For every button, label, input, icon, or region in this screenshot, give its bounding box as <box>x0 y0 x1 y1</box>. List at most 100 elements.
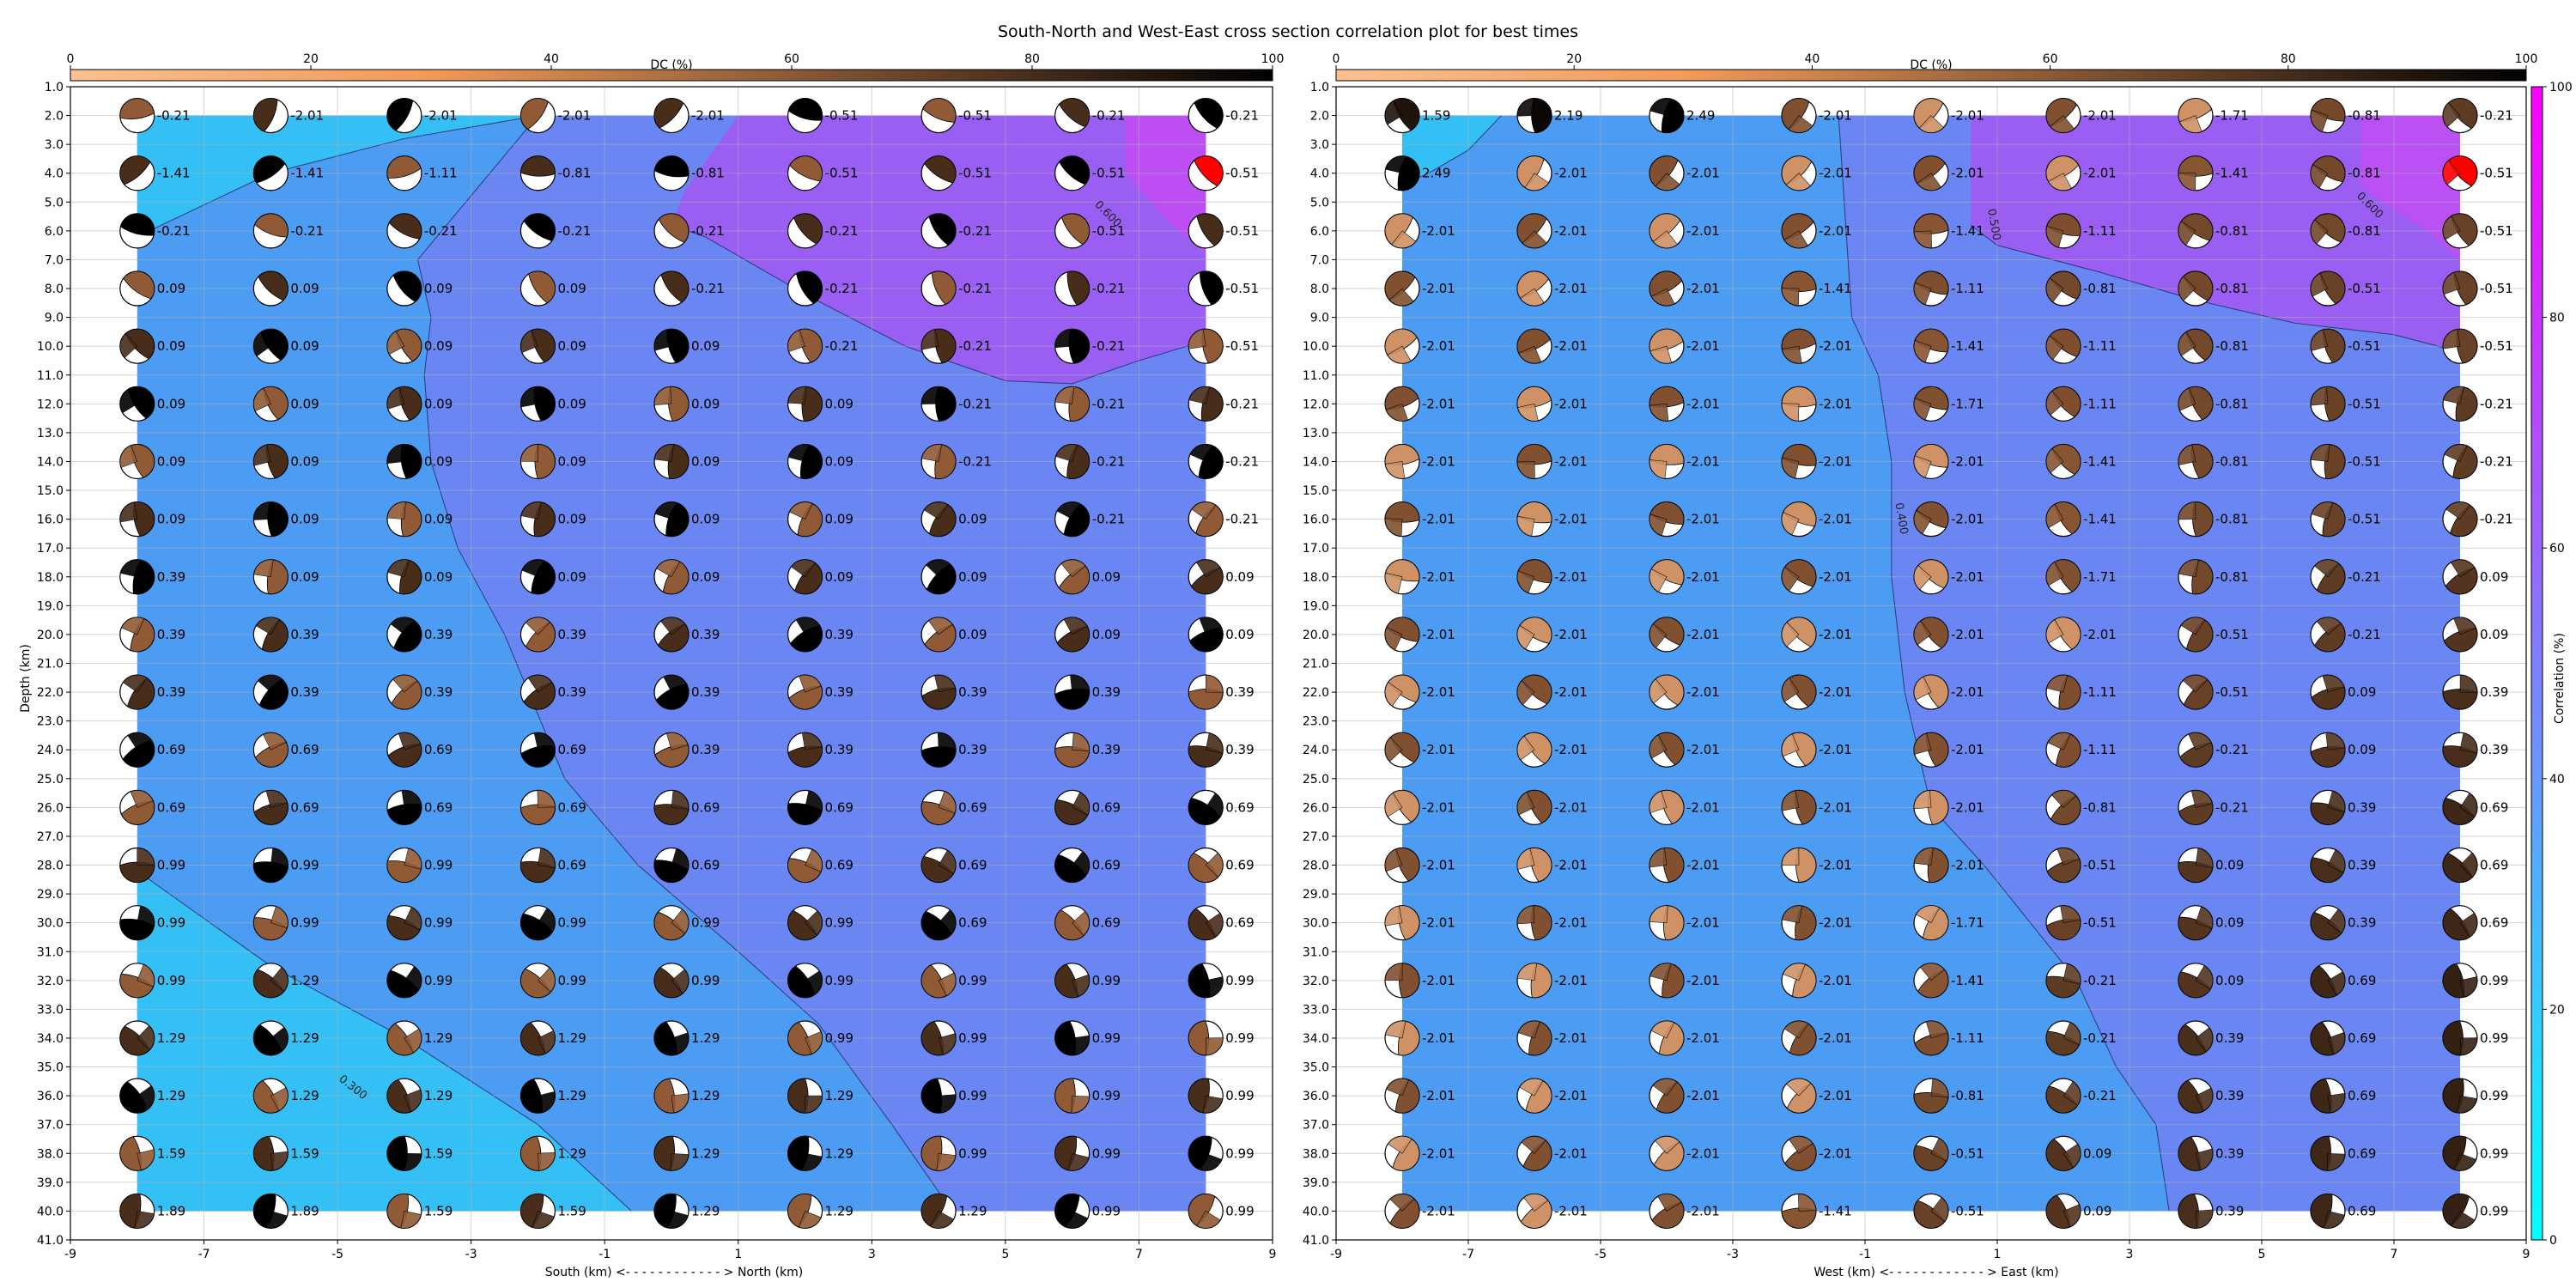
beachball-value: -2.01 <box>1422 281 1455 296</box>
beachball-quadrant <box>787 329 805 352</box>
beachball-value: 0.99 <box>424 973 453 988</box>
beachball <box>1913 847 1949 884</box>
beachball <box>1188 559 1224 595</box>
beachball <box>787 97 823 134</box>
beachball-quadrant <box>1054 1194 1080 1228</box>
beachball-quadrant <box>1913 398 1932 421</box>
beachball-quadrant <box>400 444 422 479</box>
beachball <box>119 1078 155 1114</box>
beachball-quadrant <box>253 98 278 132</box>
beachball-value: -2.01 <box>1951 684 1984 700</box>
beachball-value: 0.99 <box>1225 1203 1254 1218</box>
beachball <box>787 963 823 999</box>
beachball-quadrant <box>1791 732 1817 767</box>
beachball <box>1188 155 1224 191</box>
beachball-quadrant <box>1913 282 1932 306</box>
beachball-quadrant <box>2178 331 2196 356</box>
beachball-quadrant <box>791 559 816 578</box>
beachball <box>1913 617 1949 653</box>
beachball <box>519 617 556 653</box>
beachball-quadrant <box>795 617 821 635</box>
beachball-quadrant <box>2047 732 2071 750</box>
beachball-quadrant <box>928 617 953 635</box>
beachball-quadrant <box>1519 617 1552 644</box>
beachball-quadrant <box>2046 858 2081 883</box>
beachball <box>1384 386 1420 422</box>
beachball <box>519 386 556 422</box>
beachball-value: -2.01 <box>1951 569 1984 585</box>
beachball-quadrant <box>2444 444 2468 462</box>
y-tick-label: 21.0 <box>37 658 64 671</box>
beachball-quadrant <box>1649 444 1685 465</box>
beachball <box>1384 443 1420 480</box>
beachball-value: -0.21 <box>1225 453 1259 469</box>
beachball <box>2045 905 2081 941</box>
beachball-quadrant <box>538 967 556 993</box>
beachball <box>1649 732 1685 768</box>
x-tick-label: 5 <box>1001 1248 1009 1261</box>
beachball-quadrant <box>2178 387 2196 411</box>
y-tick-label: 25.0 <box>1303 773 1329 787</box>
y-tick-label: 10.0 <box>1303 340 1329 354</box>
beachball-quadrant <box>2314 213 2346 243</box>
beachball-quadrant <box>805 970 823 995</box>
beachball-quadrant <box>938 849 957 875</box>
beachball-value: -2.01 <box>1686 973 1720 988</box>
beachball-value: -0.81 <box>691 166 725 181</box>
beachball <box>1649 443 1685 480</box>
beachball-quadrant <box>404 907 422 931</box>
beachball-quadrant <box>137 848 155 866</box>
beachball-value: 0.39 <box>2348 915 2376 931</box>
y-tick-label: 11.0 <box>1303 369 1329 383</box>
beachball-quadrant <box>1781 98 1810 131</box>
beachball-value: -2.01 <box>1819 338 1852 354</box>
y-tick-label: 19.0 <box>37 599 64 613</box>
beachball-value: 0.09 <box>290 569 319 585</box>
beachball-quadrant <box>2310 109 2329 132</box>
beachball-quadrant <box>653 155 690 178</box>
beachball <box>1188 386 1224 422</box>
beachball-quadrant <box>787 386 807 404</box>
beachball-quadrant <box>386 1079 411 1114</box>
beachball-quadrant <box>920 1135 943 1171</box>
beachball-quadrant <box>121 617 145 635</box>
beachball-quadrant <box>2188 732 2212 750</box>
beachball-quadrant <box>662 561 690 595</box>
beachball-quadrant <box>534 444 556 479</box>
beachball-quadrant <box>1914 444 1949 468</box>
beachball-quadrant <box>2316 617 2342 635</box>
beachball-value: -2.01 <box>1819 799 1852 815</box>
beachball <box>1516 789 1552 825</box>
beachball-quadrant <box>938 1094 957 1114</box>
beachball-quadrant <box>253 559 274 578</box>
beachball-quadrant <box>265 1211 288 1229</box>
beachball <box>920 789 957 825</box>
beachball <box>1516 386 1552 422</box>
beachball <box>653 328 690 364</box>
beachball-quadrant <box>1389 1198 1420 1229</box>
beachball-value: -2.01 <box>1554 684 1588 700</box>
beachball-quadrant <box>2195 1148 2214 1170</box>
beachball-quadrant <box>2178 444 2196 465</box>
beachball-quadrant <box>1652 1078 1678 1097</box>
beachball-value: 0.09 <box>290 396 319 411</box>
beachball-quadrant <box>2457 1095 2478 1114</box>
x-tick-label: 9 <box>1269 1248 1277 1261</box>
beachball-quadrant <box>2443 628 2478 653</box>
beachball <box>252 1020 289 1056</box>
beachball <box>1913 789 1949 825</box>
beachball <box>1781 905 1817 941</box>
beachball-value: 0.99 <box>290 858 319 873</box>
beachball <box>1781 847 1817 884</box>
beachball-value: -0.21 <box>958 223 992 239</box>
beachball-quadrant <box>2046 674 2069 693</box>
beachball-quadrant <box>2045 155 2080 182</box>
beachball <box>787 443 823 480</box>
beachball-value: 0.69 <box>958 858 987 873</box>
beachball-value: 0.69 <box>1092 799 1121 815</box>
beachball-value: -1.41 <box>1951 973 1984 988</box>
beachball-value: -0.51 <box>958 108 992 124</box>
beachball-value: -2.01 <box>1686 569 1720 585</box>
beachball-quadrant <box>386 386 405 410</box>
beachball-value: 0.09 <box>825 396 854 411</box>
